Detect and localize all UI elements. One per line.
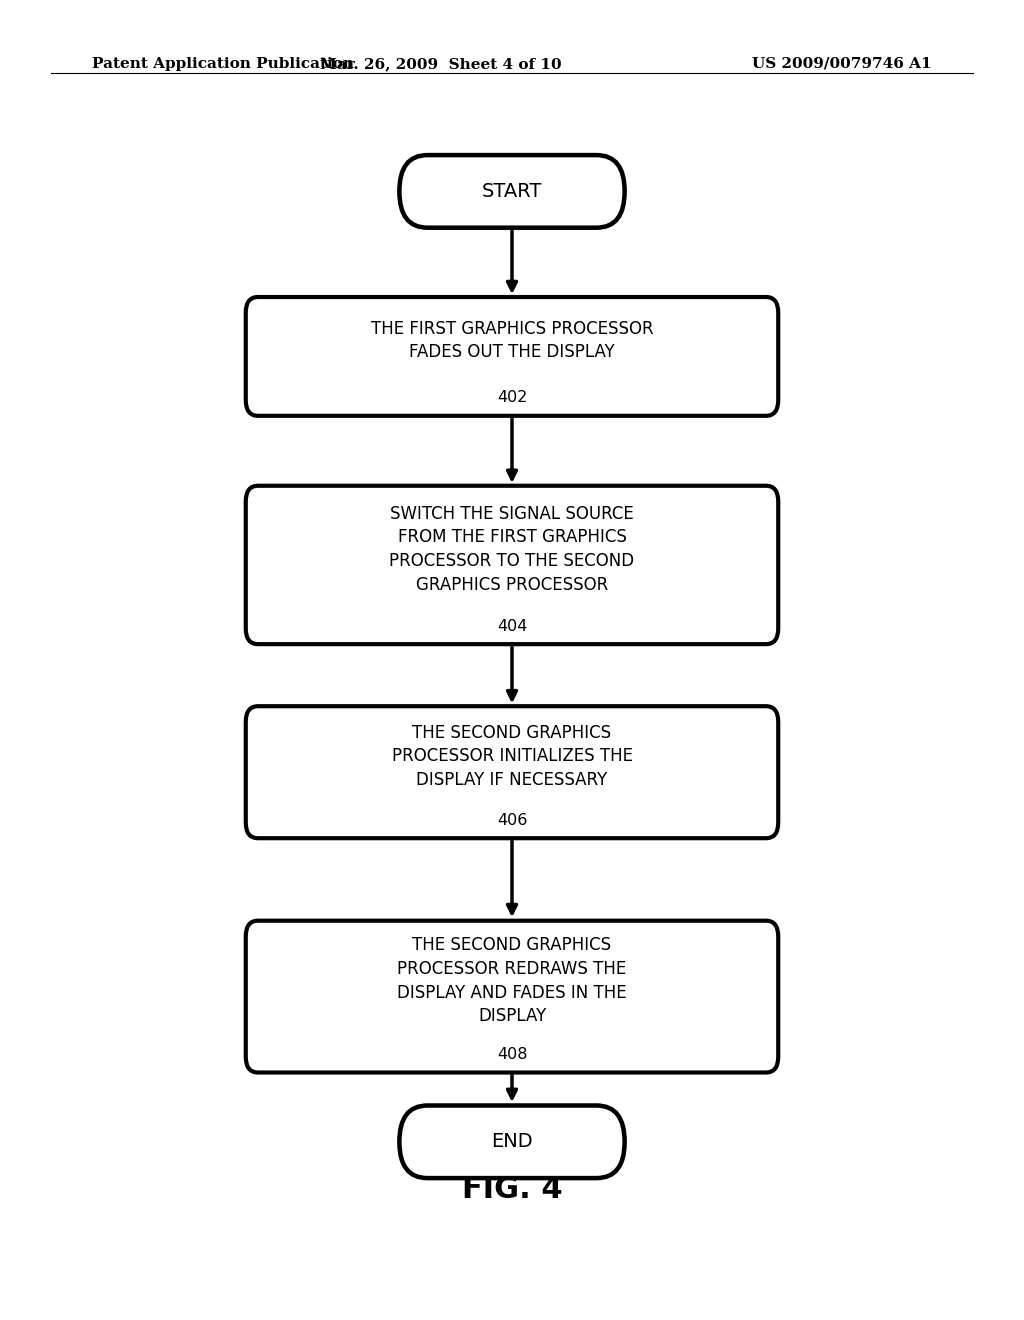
FancyBboxPatch shape	[246, 297, 778, 416]
FancyBboxPatch shape	[246, 921, 778, 1072]
Text: 402: 402	[497, 391, 527, 405]
Text: Patent Application Publication: Patent Application Publication	[92, 57, 354, 71]
Text: Mar. 26, 2009  Sheet 4 of 10: Mar. 26, 2009 Sheet 4 of 10	[319, 57, 561, 71]
FancyBboxPatch shape	[399, 1106, 625, 1177]
Text: THE SECOND GRAPHICS
PROCESSOR INITIALIZES THE
DISPLAY IF NECESSARY: THE SECOND GRAPHICS PROCESSOR INITIALIZE…	[391, 723, 633, 789]
Text: US 2009/0079746 A1: US 2009/0079746 A1	[753, 57, 932, 71]
Text: 404: 404	[497, 619, 527, 634]
Text: FIG. 4: FIG. 4	[462, 1175, 562, 1204]
Text: 406: 406	[497, 813, 527, 828]
FancyBboxPatch shape	[246, 486, 778, 644]
Text: THE FIRST GRAPHICS PROCESSOR
FADES OUT THE DISPLAY: THE FIRST GRAPHICS PROCESSOR FADES OUT T…	[371, 319, 653, 362]
FancyBboxPatch shape	[246, 706, 778, 838]
Text: START: START	[482, 182, 542, 201]
Text: 408: 408	[497, 1047, 527, 1061]
Text: THE SECOND GRAPHICS
PROCESSOR REDRAWS THE
DISPLAY AND FADES IN THE
DISPLAY: THE SECOND GRAPHICS PROCESSOR REDRAWS TH…	[397, 936, 627, 1026]
Text: SWITCH THE SIGNAL SOURCE
FROM THE FIRST GRAPHICS
PROCESSOR TO THE SECOND
GRAPHIC: SWITCH THE SIGNAL SOURCE FROM THE FIRST …	[389, 504, 635, 594]
FancyBboxPatch shape	[399, 154, 625, 227]
Text: END: END	[492, 1133, 532, 1151]
